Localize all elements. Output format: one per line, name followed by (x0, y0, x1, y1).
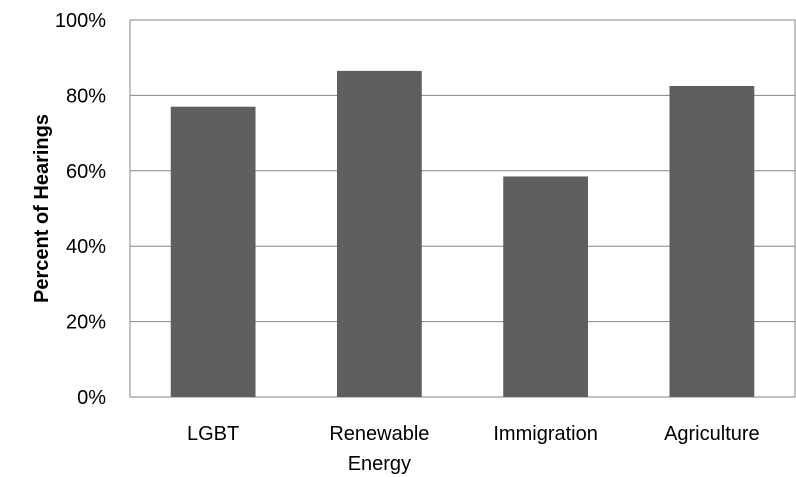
y-tick-label: 40% (66, 236, 106, 258)
bar (336, 70, 422, 398)
y-tick-label: 80% (66, 85, 106, 107)
bar (170, 106, 256, 398)
y-tick-label: 20% (66, 312, 106, 334)
x-tick-label: Immigration (493, 423, 597, 445)
y-axis-title: Percent of Hearings (31, 114, 53, 303)
x-tick-label: LGBT (187, 423, 239, 445)
x-tick-label: Renewable Energy (329, 423, 429, 475)
y-tick-label: 100% (55, 10, 106, 32)
x-tick-label: Agriculture (664, 423, 760, 445)
y-axis-tick-labels: 0% 20% 40% 60% 80% 100% (55, 10, 106, 409)
x-axis-tick-labels: LGBT Renewable Energy Immigration Agricultur… (187, 423, 760, 475)
bars (170, 70, 755, 398)
bar (669, 85, 755, 397)
bar (503, 176, 589, 397)
y-tick-label: 60% (66, 161, 106, 183)
y-tick-label: 0% (77, 387, 106, 409)
plot-area-border (129, 19, 796, 398)
